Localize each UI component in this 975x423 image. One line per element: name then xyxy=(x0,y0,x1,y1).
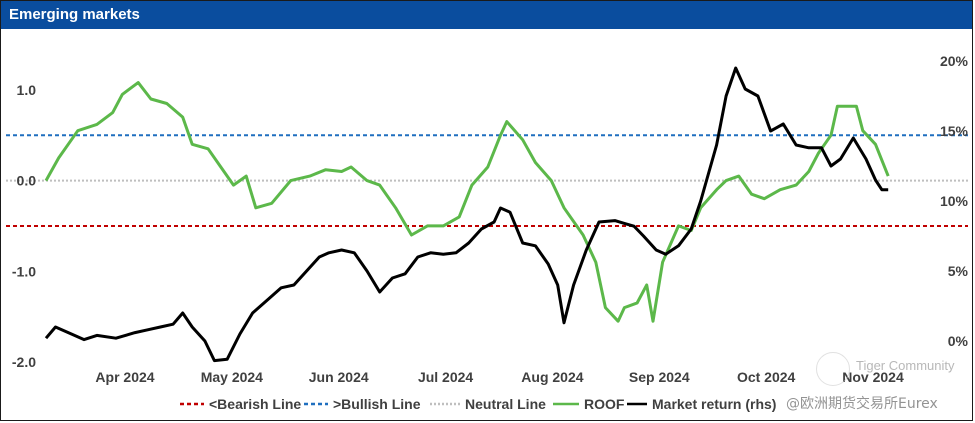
x-tick-label: Jul 2024 xyxy=(418,369,473,385)
watermark-text: Tiger Community xyxy=(856,358,955,373)
x-tick-label: Sep 2024 xyxy=(629,369,690,385)
legend-label: Neutral Line xyxy=(465,396,546,412)
right-tick-label: 20% xyxy=(940,53,969,69)
left-tick-label: 0.0 xyxy=(17,173,37,189)
left-tick-label: 1.0 xyxy=(17,82,37,98)
title-bar: Emerging markets xyxy=(1,1,972,29)
right-axis-ticks: 20% 15% 10% 5% 0% xyxy=(940,53,969,349)
right-tick-label: 10% xyxy=(940,193,969,209)
x-tick-label: Apr 2024 xyxy=(95,369,154,385)
left-axis-ticks: 1.0 0.0 -1.0 -2.0 xyxy=(12,82,36,370)
x-tick-label: May 2024 xyxy=(201,369,263,385)
right-tick-label: 0% xyxy=(948,333,969,349)
left-tick-label: -1.0 xyxy=(12,263,36,279)
series-line-market-return-rhs xyxy=(44,66,889,363)
legend: <Bearish Line >Bullish Line Neutral Line RO… xyxy=(180,396,776,412)
legend-label: ROOF xyxy=(584,396,625,412)
legend-label: <Bearish Line xyxy=(209,396,301,412)
watermark-logo xyxy=(816,352,850,386)
chart-title: Emerging markets xyxy=(9,6,140,23)
x-tick-label: Oct 2024 xyxy=(737,369,796,385)
legend-label: >Bullish Line xyxy=(333,396,421,412)
legend-label: Market return (rhs) xyxy=(652,396,776,412)
right-tick-label: 15% xyxy=(940,123,969,139)
series-layer xyxy=(44,66,890,363)
watermark-handle: @欧洲期货交易所Eurex xyxy=(786,396,938,412)
x-axis-ticks: Apr 2024 May 2024 Jun 2024 Jul 2024 Aug 2024… xyxy=(95,369,904,385)
x-tick-label: Nov 2024 xyxy=(842,369,904,385)
x-tick-label: Jun 2024 xyxy=(309,369,369,385)
series-line-roof xyxy=(44,81,890,323)
right-tick-label: 5% xyxy=(948,263,969,279)
reference-lines xyxy=(6,134,968,227)
x-tick-label: Aug 2024 xyxy=(521,369,583,385)
left-tick-label: -2.0 xyxy=(12,354,36,370)
